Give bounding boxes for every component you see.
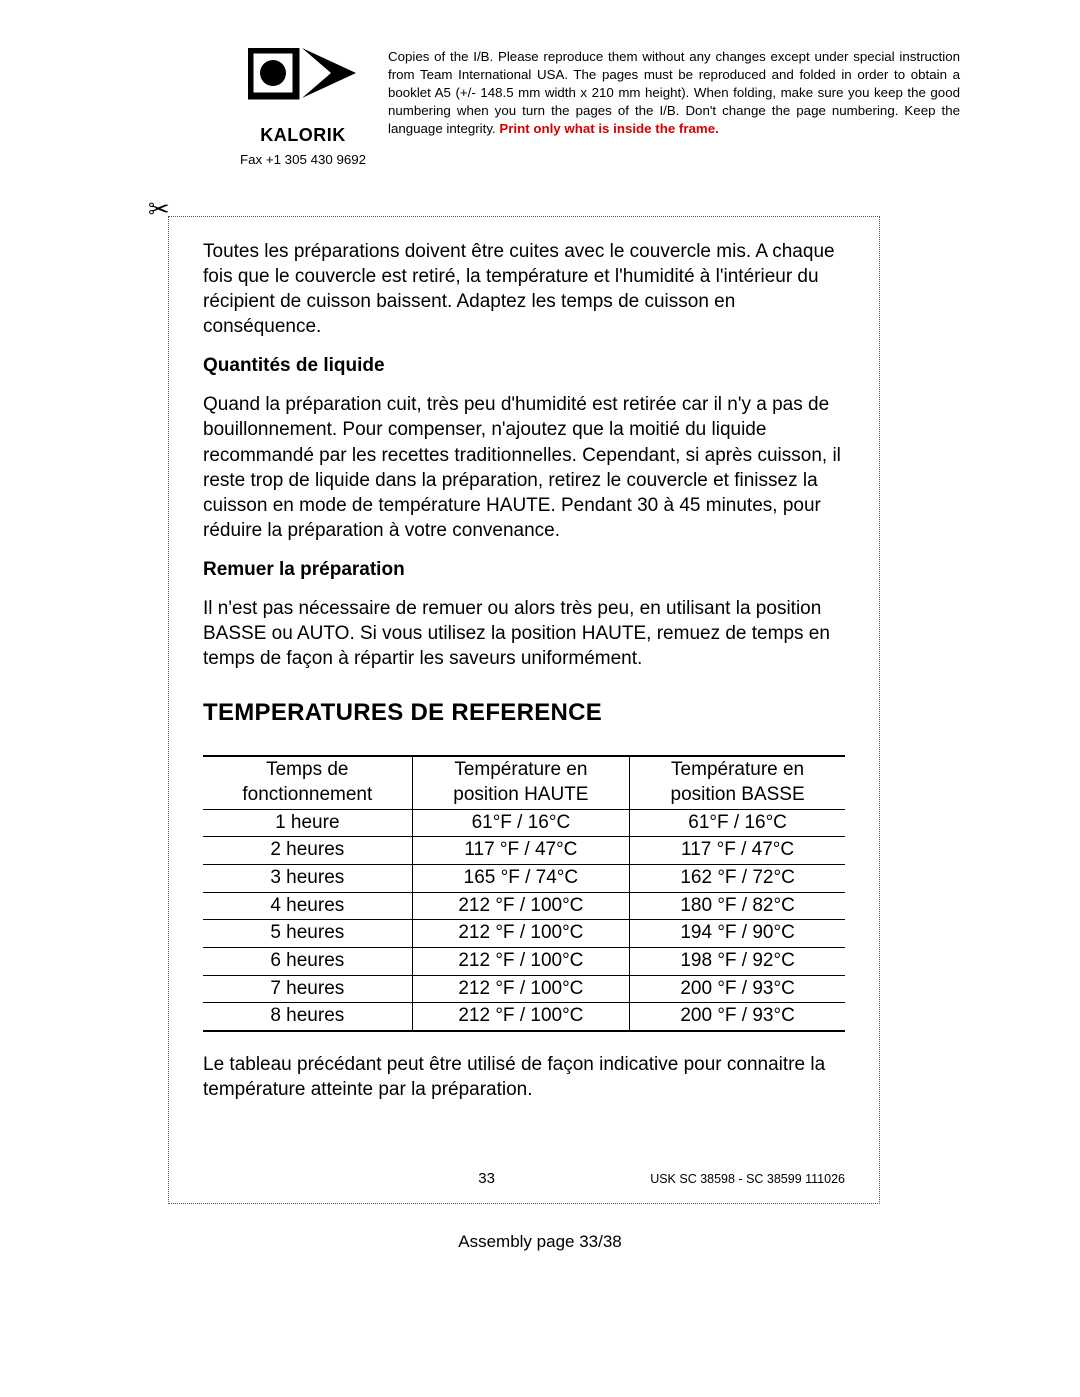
- temperature-table: Temps defonctionnement Température enpos…: [203, 755, 845, 1032]
- table-row: 3 heures165 °F / 74°C162 °F / 72°C: [203, 864, 845, 892]
- page-header: KALORIK Fax +1 305 430 9692 Copies of th…: [238, 48, 960, 167]
- page-number: 33: [323, 1170, 650, 1187]
- paragraph-quantites: Quand la préparation cuit, très peu d'hu…: [203, 392, 845, 542]
- frame-footer: 33 USK SC 38598 - SC 38599 111026: [203, 1170, 845, 1187]
- table-row: 8 heures212 °F / 100°C200 °F / 93°C: [203, 1003, 845, 1031]
- col-header: Température enposition HAUTE: [412, 756, 630, 809]
- content-frame: Toutes les préparations doivent être cui…: [168, 216, 880, 1204]
- logo-wordmark: KALORIK: [238, 125, 368, 146]
- header-instructions: Copies of the I/B. Please reproduce them…: [388, 48, 960, 138]
- section-heading-temperatures: TEMPERATURES DE REFERENCE: [203, 699, 845, 727]
- col-header: Temps defonctionnement: [203, 756, 412, 809]
- table-row: 5 heures212 °F / 100°C194 °F / 90°C: [203, 920, 845, 948]
- table-row: 7 heures212 °F / 100°C200 °F / 93°C: [203, 975, 845, 1003]
- assembly-page-label: Assembly page 33/38: [0, 1232, 1080, 1252]
- table-header-row: Temps defonctionnement Température enpos…: [203, 756, 845, 809]
- heading-quantites: Quantités de liquide: [203, 353, 845, 378]
- logo-block: KALORIK Fax +1 305 430 9692: [238, 48, 368, 167]
- table-row: 2 heures117 °F / 47°C117 °F / 47°C: [203, 837, 845, 865]
- header-copy-red: Print only what is inside the frame.: [499, 121, 718, 136]
- after-table-paragraph: Le tableau précédant peut être utilisé d…: [203, 1052, 845, 1102]
- kalorik-logo-icon: [248, 48, 358, 116]
- scissors-icon: ✂: [148, 192, 170, 223]
- table-row: 6 heures212 °F / 100°C198 °F / 92°C: [203, 947, 845, 975]
- table-row: 4 heures212 °F / 100°C180 °F / 82°C: [203, 892, 845, 920]
- heading-remuer: Remuer la préparation: [203, 557, 845, 582]
- col-header: Température enposition BASSE: [630, 756, 845, 809]
- table-row: 1 heure61°F / 16°C61°F / 16°C: [203, 809, 845, 837]
- fax-number: Fax +1 305 430 9692: [238, 152, 368, 167]
- intro-paragraph: Toutes les préparations doivent être cui…: [203, 239, 845, 339]
- paragraph-remuer: Il n'est pas nécessaire de remuer ou alo…: [203, 596, 845, 671]
- model-number: USK SC 38598 - SC 38599 111026: [650, 1172, 845, 1186]
